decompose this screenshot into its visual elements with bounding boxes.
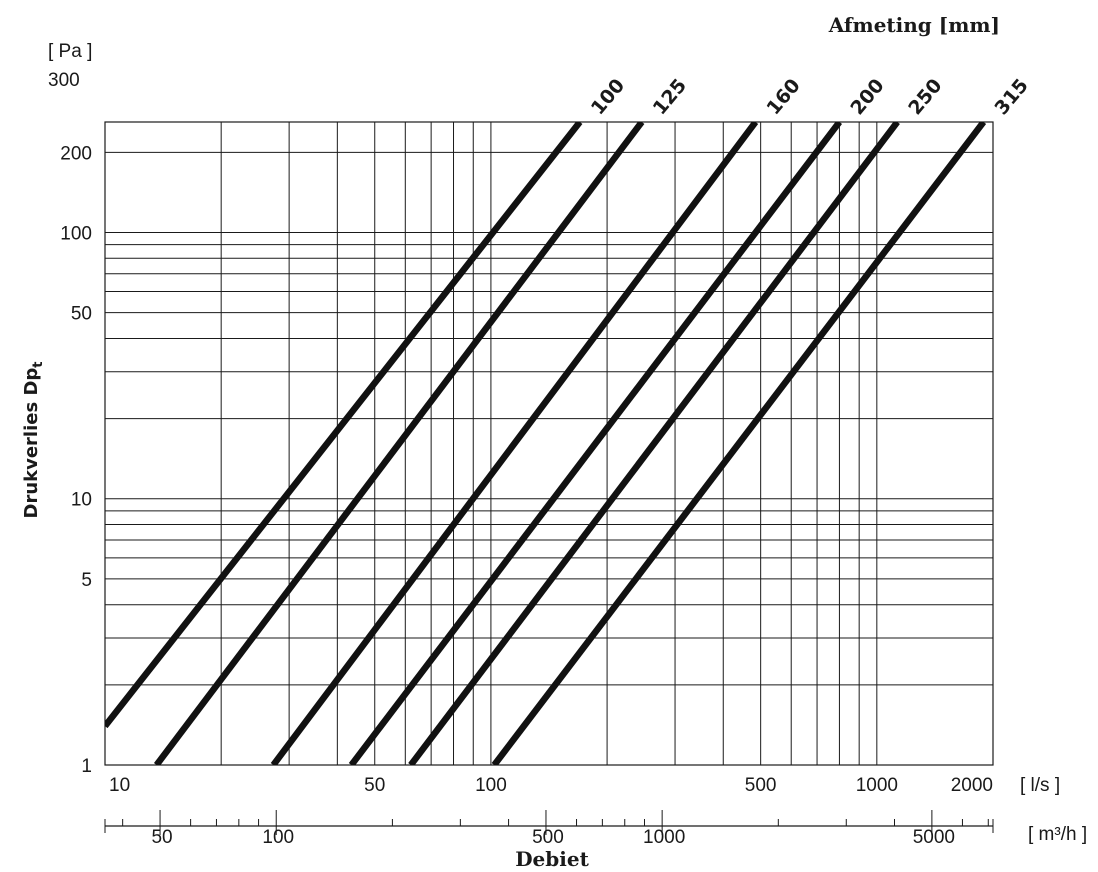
secondary-tick-label: 50: [151, 827, 172, 848]
y-unit-label: [ Pa ]: [48, 41, 92, 62]
legend-title: Afmeting [mm]: [828, 13, 1000, 37]
y-tick-label: 200: [60, 143, 92, 164]
series-line-100: [105, 122, 583, 729]
plot-frame: [104, 121, 994, 766]
secondary-tick-label: 100: [262, 827, 294, 848]
series-line-125: [153, 122, 645, 765]
x-tick-label: 2000: [951, 775, 993, 796]
y-axis-top-label: 300: [48, 70, 80, 91]
x-tick-label: 500: [745, 775, 777, 796]
y-tick-label: 50: [71, 304, 92, 325]
y-tick-label: 10: [71, 490, 92, 511]
y-tick-label: 100: [60, 223, 92, 244]
x-unit-primary: [ l/s ]: [1020, 775, 1060, 796]
y-axis-title-main: Drukverlies Dp: [21, 368, 42, 519]
series-lines: [105, 122, 987, 765]
x-tick-label: 1000: [856, 775, 898, 796]
y-axis-title: Drukverlies Dpt: [21, 362, 46, 519]
secondary-x-axis: 50 100 500 1000 5000: [104, 810, 994, 848]
x-tick-label: 100: [475, 775, 507, 796]
series-line-160: [270, 122, 759, 765]
y-tick-label: 5: [81, 570, 92, 591]
y-tick-labels: 200 100 50 10 5 1: [60, 143, 92, 777]
secondary-tick-label: 5000: [913, 827, 955, 848]
x-unit-secondary: [ m³/h ]: [1028, 824, 1087, 845]
grid: [104, 121, 994, 766]
x-tick-label: 10: [109, 775, 130, 796]
series-line-200: [348, 122, 843, 765]
x-axis-title: Debiet: [515, 847, 589, 871]
y-tick-label: 1: [81, 756, 92, 777]
x-tick-labels: 10 50 100 500 1000 2000: [109, 775, 993, 796]
y-axis-title-subscript: t: [31, 362, 46, 368]
x-tick-label: 50: [364, 775, 385, 796]
secondary-tick-label: 1000: [643, 827, 685, 848]
series-line-315: [491, 122, 987, 765]
series-line-250: [408, 122, 900, 765]
series-layer: 100 125 160 200 250 315: [105, 75, 1033, 765]
secondary-tick-label: 500: [532, 827, 564, 848]
